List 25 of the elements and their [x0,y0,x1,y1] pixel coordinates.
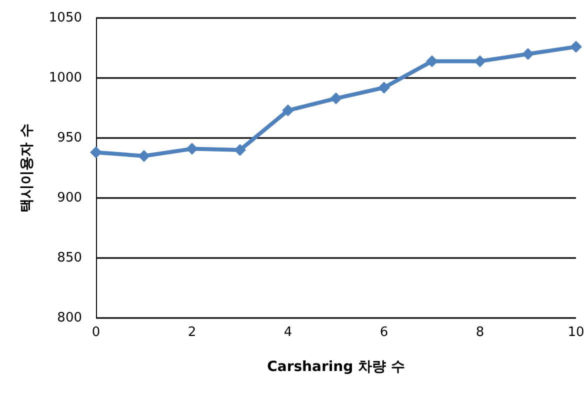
point [330,92,342,104]
y-tick-label: 1000 [48,70,82,86]
point [570,40,582,53]
x-tick-label: 4 [284,325,292,340]
x-axis-title: Carsharing 차량 수 [267,359,405,375]
x-tick-label: 8 [476,325,484,340]
x-tick-label: 6 [380,325,388,340]
point [138,150,150,162]
point [522,48,534,60]
y-axis-title: 택시이용자 수 [19,124,35,212]
point [426,55,438,68]
x-tick-label: 0 [92,325,100,340]
point [234,144,246,156]
x-tick-label: 10 [568,325,584,340]
point [186,142,198,155]
y-tick-label: 850 [57,250,82,266]
point [378,82,390,94]
y-tick-label: 800 [57,310,82,326]
x-tick-label: 2 [188,325,196,340]
point [474,55,486,68]
y-tick-label: 900 [57,190,82,206]
y-tick-label: 950 [57,130,82,146]
point [282,104,294,116]
y-tick-label: 1050 [48,10,82,26]
point [90,146,102,158]
